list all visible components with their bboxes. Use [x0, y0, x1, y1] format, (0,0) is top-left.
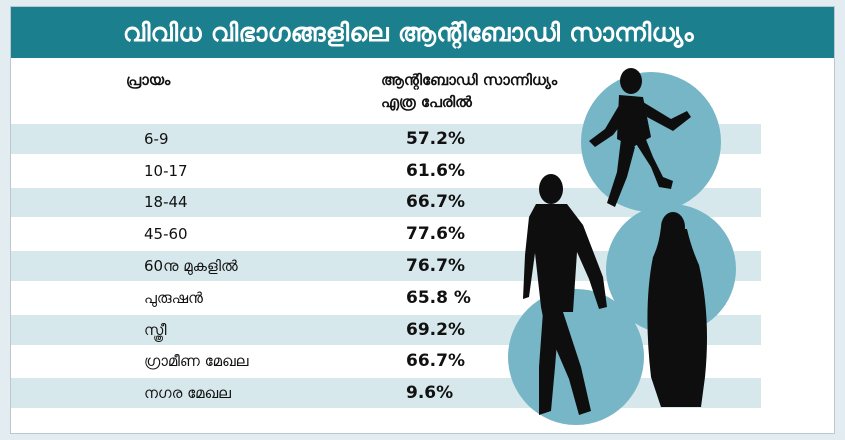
row-value: 61.6%	[406, 160, 465, 181]
column-header-antibody-line2: എത്ര പേരിൽ	[381, 93, 472, 111]
woman-silhouette	[647, 212, 707, 407]
row-value: 77.6%	[406, 224, 465, 245]
row-label: ഗ്രാമീണ മേഖല	[144, 352, 249, 371]
infographic-card: വിവിധ വിഭാഗങ്ങളിലെ ആന്റിബോഡി സാന്നിധ്യം …	[10, 6, 835, 434]
column-header-antibody: ആന്റിബോഡി സാന്നിധ്യം എത്ര പേരിൽ	[381, 69, 557, 113]
row-label: 6-9	[144, 129, 169, 148]
silhouette-illustrations	[508, 68, 736, 425]
row-label: 10-17	[144, 161, 188, 180]
row-value: 57.2%	[406, 128, 465, 149]
man-silhouette	[523, 174, 607, 415]
column-header-antibody-line1: ആന്റിബോഡി സാന്നിധ്യം	[381, 71, 558, 89]
row-label: സ്ത്രീ	[144, 320, 167, 339]
row-label: പുരുഷൻ	[144, 288, 203, 307]
column-header-age: പ്രായം	[126, 69, 170, 91]
row-value: 66.7%	[406, 351, 465, 372]
row-label: 60നു മുകളിൽ	[144, 257, 238, 276]
column-header-age-text: പ്രായം	[126, 71, 171, 89]
row-label: 18-44	[144, 193, 188, 212]
row-label: നഗര മേഖല	[144, 384, 231, 403]
running-child-silhouette	[589, 68, 691, 207]
row-value: 76.7%	[406, 256, 465, 277]
row-value: 65.8 %	[406, 287, 471, 308]
row-value: 9.6%	[406, 383, 454, 404]
row-label: 45-60	[144, 225, 188, 244]
title-bar: വിവിധ വിഭാഗങ്ങളിലെ ആന്റിബോഡി സാന്നിധ്യം	[11, 7, 834, 58]
row-value: 69.2%	[406, 319, 465, 340]
page-title: വിവിധ വിഭാഗങ്ങളിലെ ആന്റിബോഡി സാന്നിധ്യം	[123, 17, 694, 47]
row-value: 66.7%	[406, 192, 465, 213]
